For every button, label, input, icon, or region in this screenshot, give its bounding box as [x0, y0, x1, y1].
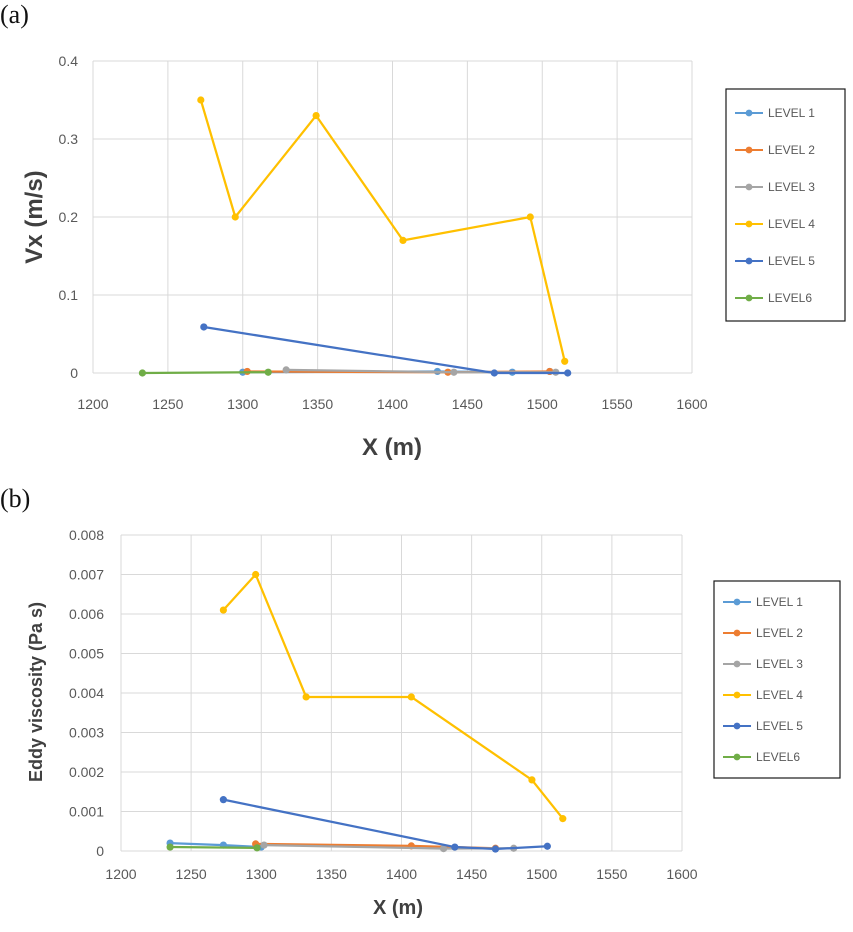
legend-label-level2: LEVEL 2 — [768, 143, 815, 157]
series-line-level4 — [199, 99, 566, 362]
legend-label-level4: LEVEL 4 — [768, 217, 815, 231]
y-tick-label: 0.007 — [69, 567, 104, 583]
legend-label-level3: LEVEL 3 — [768, 180, 815, 194]
x-tick-label: 1550 — [596, 866, 627, 882]
series-line-level5 — [223, 798, 548, 851]
data-point-level4 — [528, 776, 536, 784]
data-point-level5 — [200, 323, 208, 331]
data-point-level4 — [526, 213, 534, 221]
y-tick-label: 0.001 — [69, 804, 104, 820]
series-line-level6 — [142, 371, 269, 375]
y-tick-label: 0 — [70, 365, 78, 381]
y-tick-label: 0.003 — [69, 725, 104, 741]
y-tick-label: 0.008 — [69, 527, 104, 543]
x-tick-label: 1450 — [452, 396, 483, 412]
y-tick-label: 0.004 — [69, 685, 104, 701]
chart-eddy-viscosity: 1200 1250 1300 1350 1400 1450 1500 1550 1600 0 0.0… — [26, 527, 841, 919]
y-axis-title: Vx (m/s) — [21, 170, 48, 263]
legend-box — [725, 88, 846, 322]
data-point-level6 — [264, 368, 272, 376]
data-point-level5 — [219, 796, 227, 804]
panel-b-label: (b) — [0, 484, 31, 513]
x-tick-label: 1350 — [302, 396, 333, 412]
x-tick-label: 1200 — [77, 396, 108, 412]
x-axis-title: X (m) — [362, 434, 422, 461]
x-tick-label: 1300 — [246, 866, 277, 882]
x-tick-label: 1550 — [602, 396, 633, 412]
data-point-level4 — [312, 112, 320, 120]
legend-label-level5: LEVEL 5 — [768, 254, 815, 268]
y-axis-title: Eddy viscosity (Pa s) — [26, 602, 46, 782]
legend-marker-level4 — [733, 691, 741, 699]
legend-label-level4: LEVEL 4 — [756, 688, 803, 702]
x-tick-label: 1500 — [527, 396, 558, 412]
x-axis-title: X (m) — [373, 897, 423, 919]
legend-marker-level1 — [745, 109, 753, 117]
data-point-level4 — [302, 693, 310, 701]
legend-label-level1: LEVEL 1 — [756, 595, 803, 609]
panel-a-label: (a) — [0, 0, 29, 29]
legend-marker-level3 — [745, 183, 753, 191]
data-point-level6 — [253, 844, 261, 852]
legend-marker-level1 — [733, 598, 741, 606]
legend-marker-level2 — [733, 629, 741, 637]
x-tick-label: 1400 — [386, 866, 417, 882]
x-tick-label: 1350 — [316, 866, 347, 882]
x-tick-label: 1200 — [105, 866, 136, 882]
legend-marker-level5 — [745, 257, 753, 265]
legend-marker-level5 — [733, 722, 741, 730]
data-point-level4 — [399, 236, 407, 244]
data-point-level4 — [561, 357, 569, 365]
x-tick-label: 1500 — [526, 866, 557, 882]
legend-label-level2: LEVEL 2 — [756, 626, 803, 640]
legend-marker-level3 — [733, 660, 741, 668]
x-tick-label: 1250 — [176, 866, 207, 882]
data-point-level4 — [231, 213, 239, 221]
legend-box — [713, 580, 841, 779]
data-point-level5 — [564, 369, 572, 377]
y-tick-label: 0.002 — [69, 764, 104, 780]
data-point-level4 — [407, 693, 415, 701]
y-tick-label: 0.3 — [59, 131, 79, 147]
data-point-level6 — [138, 369, 147, 377]
legend-label-level3: LEVEL 3 — [756, 657, 803, 671]
y-tick-label: 0.006 — [69, 606, 104, 622]
y-tick-label: 0.2 — [59, 209, 79, 225]
legend-marker-level2 — [745, 146, 753, 154]
data-point-level5 — [490, 369, 498, 377]
data-point-level3 — [450, 368, 458, 376]
data-point-level4 — [559, 815, 567, 823]
legend-label-level1: LEVEL 1 — [768, 106, 815, 120]
data-point-level5 — [451, 843, 459, 851]
x-tick-label: 1600 — [666, 866, 697, 882]
data-point-level3 — [439, 845, 448, 853]
legend-marker-level4 — [745, 220, 753, 228]
x-tick-label: 1400 — [377, 396, 408, 412]
data-point-level3 — [282, 366, 290, 374]
data-point-level6 — [166, 843, 174, 851]
y-tick-label: 0 — [96, 843, 104, 859]
data-point-level4 — [197, 96, 205, 104]
data-point-level3 — [260, 841, 268, 849]
legend-label-level6: LEVEL6 — [768, 291, 812, 305]
series-line-level6 — [170, 845, 258, 849]
x-tick-label: 1300 — [227, 396, 258, 412]
legend-marker-level6 — [745, 294, 753, 302]
y-tick-label: 0.1 — [59, 287, 79, 303]
data-point-level5 — [491, 845, 500, 853]
legend-label-level5: LEVEL 5 — [756, 719, 803, 733]
data-point-level5 — [543, 842, 551, 850]
chart-vx: 1200 1250 1300 1350 1400 1450 1500 1550 1600 0 0.1… — [21, 53, 846, 461]
series-line-level5 — [203, 325, 568, 375]
data-point-level4 — [219, 606, 227, 614]
x-tick-label: 1250 — [152, 396, 183, 412]
series-line-level4 — [222, 573, 564, 820]
legend-label-level6: LEVEL6 — [756, 750, 800, 764]
legend-marker-level6 — [733, 753, 741, 761]
data-point-level4 — [252, 570, 260, 579]
y-tick-label: 0.4 — [59, 53, 79, 69]
x-tick-label: 1450 — [456, 866, 487, 882]
y-tick-label: 0.005 — [69, 646, 104, 662]
x-tick-label: 1600 — [676, 396, 707, 412]
